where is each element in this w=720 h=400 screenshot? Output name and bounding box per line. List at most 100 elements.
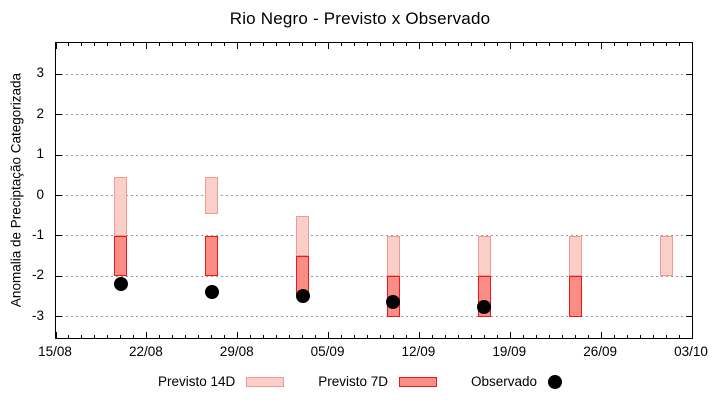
y-tick xyxy=(56,316,62,318)
x-tick xyxy=(496,335,498,338)
legend-item-previsto-14d: Previsto 14D xyxy=(158,374,285,389)
y-gridline xyxy=(56,235,692,237)
x-tick-top xyxy=(431,43,433,46)
x-tick-top xyxy=(626,43,628,46)
x-tick-top xyxy=(172,43,174,46)
y-tick-right xyxy=(686,114,692,116)
x-tick-top xyxy=(379,43,381,46)
x-tick xyxy=(263,335,265,338)
x-tick-top xyxy=(107,43,109,46)
legend-label-observado: Observado xyxy=(471,374,538,389)
x-tick xyxy=(626,335,628,338)
x-tick xyxy=(379,335,381,338)
x-tick-label: 22/08 xyxy=(128,344,163,359)
x-tick-top xyxy=(237,43,239,49)
observado-dot-icon xyxy=(548,374,563,389)
x-tick-top xyxy=(678,43,680,46)
previsto-7d-bar xyxy=(114,235,128,277)
x-tick xyxy=(613,335,615,338)
x-tick xyxy=(392,335,394,338)
x-tick-top xyxy=(159,43,161,46)
x-tick-top xyxy=(574,43,576,46)
x-tick-top xyxy=(211,43,213,46)
x-tick xyxy=(691,332,693,338)
x-tick xyxy=(444,335,446,338)
x-tick xyxy=(522,335,524,338)
y-tick-right xyxy=(686,235,692,237)
observado-point xyxy=(295,289,310,304)
previsto-7d-bar xyxy=(205,235,219,277)
y-tick-right xyxy=(686,316,692,318)
previsto-14d-bar xyxy=(659,235,673,277)
y-gridline xyxy=(56,154,692,156)
previsto-14d-bar xyxy=(205,177,219,214)
x-tick-top xyxy=(665,43,667,46)
x-tick-label: 29/08 xyxy=(219,344,254,359)
y-tick-label: 0 xyxy=(36,186,44,202)
x-tick-top xyxy=(470,43,472,46)
x-tick xyxy=(237,332,239,338)
y-tick xyxy=(56,73,62,75)
x-tick-top xyxy=(328,43,330,49)
x-tick xyxy=(367,335,368,338)
x-tick xyxy=(431,335,433,338)
x-tick xyxy=(600,332,602,338)
x-tick-label: 03/10 xyxy=(674,344,708,359)
x-tick xyxy=(678,335,680,338)
x-tick xyxy=(574,335,576,338)
x-tick-top xyxy=(81,43,83,46)
x-tick-top xyxy=(315,43,317,46)
y-tick-label: 3 xyxy=(36,65,44,81)
x-tick-top xyxy=(496,43,498,46)
x-tick xyxy=(405,335,407,338)
x-tick-top xyxy=(652,43,654,46)
y-tick xyxy=(56,275,62,277)
x-tick xyxy=(250,335,252,338)
legend-label-previsto-7d: Previsto 7D xyxy=(318,374,389,389)
y-tick-right xyxy=(686,195,692,197)
x-tick-top xyxy=(146,43,148,49)
x-tick xyxy=(561,335,563,338)
y-tick-label: -3 xyxy=(31,307,44,323)
x-tick-top xyxy=(68,43,70,46)
y-tick xyxy=(56,195,62,197)
x-tick-top xyxy=(94,43,96,46)
x-tick-top xyxy=(354,43,356,46)
x-tick-label: 15/08 xyxy=(38,344,72,359)
previsto-14d-bar xyxy=(386,235,400,277)
previsto-7d-bar xyxy=(568,276,582,317)
x-tick-top xyxy=(561,43,563,46)
previsto-14d-bar xyxy=(296,215,310,257)
x-tick-top xyxy=(548,43,550,46)
x-tick xyxy=(302,335,304,338)
previsto-14d-bar xyxy=(568,235,582,277)
x-tick-top xyxy=(250,43,252,46)
x-tick xyxy=(120,335,122,338)
observado-point xyxy=(386,295,401,310)
y-tick-label: -1 xyxy=(31,226,44,242)
x-tick-label: 12/09 xyxy=(401,344,436,359)
x-tick xyxy=(315,335,317,338)
x-tick xyxy=(107,335,109,338)
y-gridline xyxy=(56,73,692,75)
legend-item-previsto-7d: Previsto 7D xyxy=(318,374,438,389)
x-tick-label: 05/09 xyxy=(310,344,345,359)
y-gridline xyxy=(56,275,692,277)
y-tick xyxy=(56,154,62,156)
x-tick-top xyxy=(224,43,226,46)
x-tick xyxy=(548,335,550,338)
x-tick-top xyxy=(276,43,278,46)
x-tick-top xyxy=(263,43,265,46)
x-tick xyxy=(185,335,187,338)
x-tick xyxy=(354,335,356,338)
x-tick xyxy=(68,335,70,338)
x-tick xyxy=(652,335,654,338)
previsto-7d-swatch-icon xyxy=(399,376,438,387)
x-tick-top xyxy=(55,43,57,49)
x-tick-top xyxy=(302,43,304,46)
previsto-14d-swatch-icon xyxy=(246,376,285,387)
x-tick xyxy=(483,335,485,338)
x-tick-top xyxy=(535,43,537,46)
x-tick xyxy=(457,335,459,338)
x-tick-top xyxy=(613,43,615,46)
